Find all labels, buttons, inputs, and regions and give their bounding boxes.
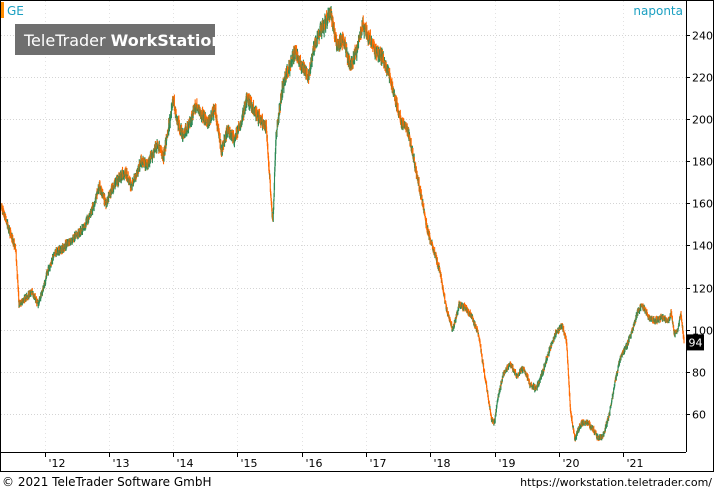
y-tick-label: 240 — [692, 30, 713, 43]
x-axis: '12 '13 '14 '15 '16 '17 '18 '19 '20 '21 — [45, 452, 644, 470]
x-tick-label: '21 — [627, 457, 644, 470]
y-tick-label: 160 — [692, 198, 713, 211]
y-tick-label: 140 — [692, 240, 713, 253]
copyright-text: © 2021 TeleTrader Software GmbH — [2, 475, 212, 489]
x-tick-label: '14 — [177, 457, 194, 470]
logo-text: TeleTrader WorkStation — [23, 31, 223, 50]
candle-layer — [1, 6, 685, 442]
period-label[interactable]: naponta — [633, 4, 683, 18]
x-tick-label: '12 — [49, 457, 66, 470]
logo-background — [15, 24, 215, 55]
y-tick-label: 60 — [692, 409, 706, 422]
x-tick-label: '13 — [113, 457, 130, 470]
x-tick-label: '19 — [499, 457, 516, 470]
x-tick-label: '20 — [563, 457, 580, 470]
symbol-color-marker — [1, 2, 4, 18]
symbol-label[interactable]: GE — [7, 4, 24, 18]
y-tick-label: 200 — [692, 114, 713, 127]
x-tick-label: '16 — [306, 457, 323, 470]
last-price-badge: 94 — [687, 334, 704, 351]
chart-border — [0, 0, 714, 472]
x-tick-label: '18 — [434, 457, 451, 470]
last-price-badge-bg — [687, 334, 704, 351]
y-tick-label: 100 — [692, 325, 713, 338]
y-tick-label: 180 — [692, 156, 713, 169]
last-price-value: 94 — [689, 336, 703, 349]
x-tick-label: '15 — [241, 457, 258, 470]
teletrader-logo: TeleTrader WorkStation — [15, 24, 223, 55]
source-url-link[interactable]: https://workstation.teletrader.com/ — [520, 476, 712, 489]
y-axis: 60 80 100 120 140 160 180 200 220 240 — [686, 30, 713, 422]
y-tick-label: 120 — [692, 283, 713, 296]
y-tick-label: 80 — [692, 367, 706, 380]
x-tick-label: '17 — [370, 457, 387, 470]
y-tick-label: 220 — [692, 72, 713, 85]
